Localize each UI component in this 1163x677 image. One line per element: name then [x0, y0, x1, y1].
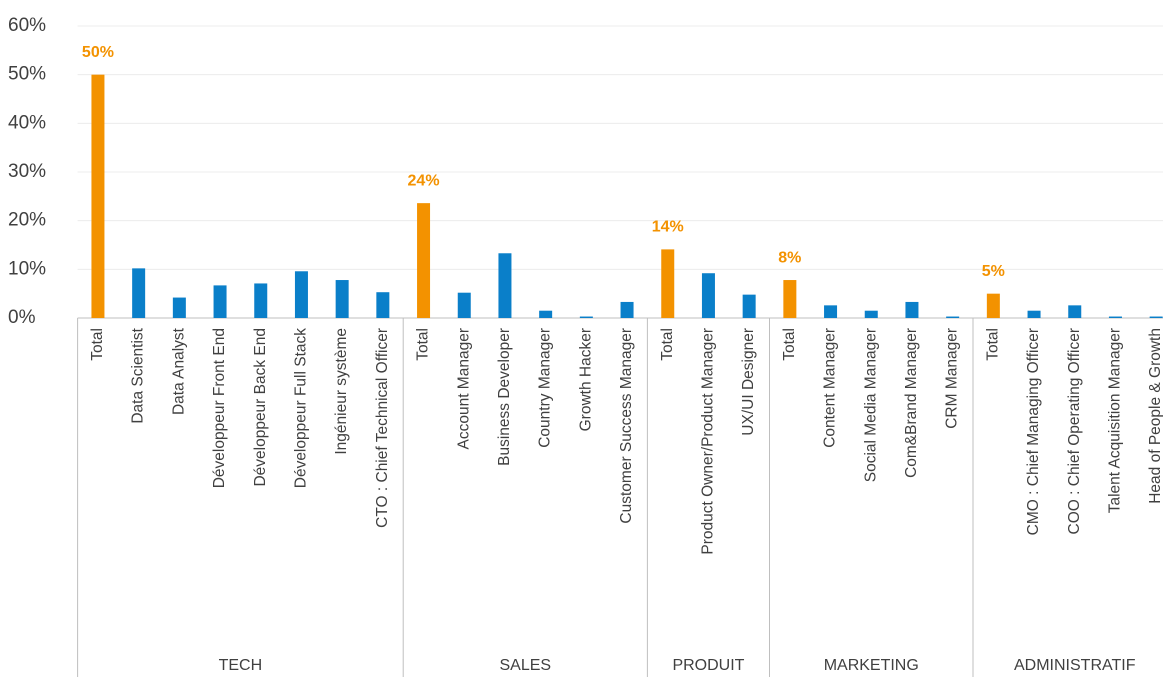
x-tick-label: Data Scientist	[130, 327, 147, 423]
x-tick-label: UX/UI Designer	[740, 328, 757, 436]
x-tick-label: Head of People & Growth	[1147, 328, 1163, 504]
group-label: MARKETING	[824, 657, 919, 674]
x-tick-label: Social Media Manager	[862, 328, 879, 482]
x-tick-label: Total	[781, 328, 798, 361]
bar	[1027, 310, 1041, 318]
group-label: ADMINISTRATIF	[1014, 657, 1136, 674]
bar	[1068, 305, 1082, 318]
x-tick-label: Total	[415, 328, 432, 361]
x-tick-label: Com&Brand Manager	[903, 328, 920, 478]
bar	[294, 271, 308, 318]
group-label: SALES	[500, 657, 552, 674]
y-tick-label: 30%	[8, 161, 46, 182]
x-tick-label: Country Manager	[537, 328, 554, 448]
x-tick-label: CMO : Chief Managing Officer	[1025, 328, 1042, 535]
x-tick-label: COO : Chief Operating Officer	[1066, 328, 1083, 534]
x-tick-label: Customer Success Manager	[618, 328, 635, 524]
value-label: 24%	[408, 172, 440, 189]
x-tick-label: Développeur Back End	[252, 328, 269, 487]
bar	[417, 203, 431, 318]
y-tick-label: 10%	[8, 258, 46, 279]
x-tick-label: Content Manager	[822, 328, 839, 448]
bar	[91, 74, 105, 319]
bar	[172, 297, 186, 318]
x-tick-label: CTO : Chief Technical Officer	[374, 328, 391, 528]
bar	[783, 280, 797, 318]
bar	[661, 249, 675, 318]
y-tick-label: 20%	[8, 210, 46, 231]
bar	[457, 292, 471, 318]
bar	[213, 285, 227, 318]
x-tick-label: Business Developer	[496, 328, 513, 466]
bar	[1108, 316, 1122, 318]
bar	[905, 301, 919, 318]
bar	[946, 316, 960, 318]
value-label: 50%	[82, 44, 114, 61]
bar	[579, 316, 593, 318]
bar	[539, 310, 553, 318]
bar	[376, 292, 390, 318]
group-label: PRODUIT	[672, 657, 744, 674]
group-label: TECH	[219, 657, 263, 674]
value-label: 14%	[652, 219, 684, 236]
x-tick-label: CRM Manager	[944, 328, 961, 429]
bar	[864, 310, 878, 318]
bar	[254, 283, 268, 318]
bar	[132, 268, 146, 318]
x-tick-label: Développeur Full Stack	[293, 328, 310, 488]
bar	[824, 305, 838, 318]
bar	[1149, 316, 1163, 318]
bar	[701, 273, 715, 318]
x-tick-label: Talent Acquisition Manager	[1107, 328, 1124, 513]
x-tick-label: Data Analyst	[170, 327, 187, 415]
x-tick-label: Account Manager	[455, 328, 472, 450]
bar	[620, 301, 634, 318]
bar	[335, 280, 349, 318]
y-tick-label: 50%	[8, 64, 46, 85]
x-tick-label: Développeur Front End	[211, 328, 228, 488]
x-tick-label: Total	[89, 328, 106, 361]
y-tick-label: 0%	[8, 307, 36, 328]
bar	[742, 294, 756, 318]
value-label: 8%	[778, 249, 801, 266]
bar	[498, 253, 512, 318]
y-tick-label: 60%	[8, 15, 46, 36]
x-tick-label: Product Owner/Product Manager	[700, 328, 717, 555]
x-tick-label: Total	[659, 328, 676, 361]
y-tick-label: 40%	[8, 112, 46, 133]
x-tick-label: Growth Hacker	[577, 328, 594, 431]
bar	[986, 293, 1000, 318]
value-label: 5%	[982, 263, 1005, 280]
x-tick-label: Total	[984, 328, 1001, 361]
x-tick-label: Ingénieur système	[333, 328, 350, 455]
